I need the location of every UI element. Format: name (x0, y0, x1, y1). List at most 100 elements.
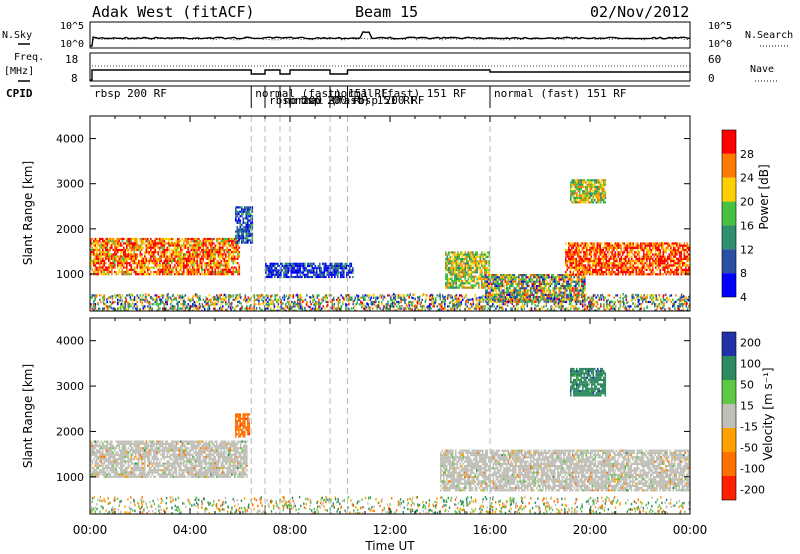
data-cell (183, 257, 185, 260)
data-cell (242, 221, 245, 224)
data-cell (166, 257, 169, 260)
data-cell (585, 181, 587, 184)
data-cell (239, 215, 242, 218)
data-cell (153, 240, 155, 243)
data-cell (622, 266, 624, 269)
data-cell (460, 280, 462, 283)
data-cell (157, 240, 160, 243)
data-cell (674, 271, 677, 274)
data-cell (195, 268, 197, 271)
data-cell (647, 244, 650, 247)
data-cell (467, 280, 470, 283)
data-cell (591, 194, 593, 197)
data-cell (449, 273, 452, 276)
data-cell (662, 249, 665, 252)
data-cell (583, 185, 586, 188)
data-cell (454, 262, 456, 265)
data-cell (124, 300, 127, 304)
data-cell (584, 251, 587, 254)
data-cell (628, 257, 630, 260)
data-cell (177, 273, 179, 276)
data-cell (498, 289, 501, 292)
data-cell (577, 251, 579, 254)
data-cell (213, 246, 215, 249)
data-cell (103, 244, 106, 247)
data-cell (602, 253, 605, 256)
data-cell (661, 262, 663, 265)
data-cell (156, 300, 158, 304)
radar-title: Adak West (fitACF) (92, 3, 255, 21)
data-cell (136, 296, 139, 299)
data-cell (518, 278, 520, 281)
data-cell (479, 253, 482, 256)
data-cell (478, 296, 481, 299)
data-cell (586, 196, 589, 199)
data-cell (91, 248, 94, 252)
data-cell (181, 244, 184, 247)
data-cell (460, 262, 462, 265)
data-cell (204, 244, 206, 247)
data-cell (452, 251, 455, 254)
data-cell (432, 296, 434, 299)
data-cell (135, 268, 137, 271)
data-cell (616, 268, 618, 271)
data-cell (530, 276, 532, 279)
data-cell (210, 259, 212, 263)
data-cell (94, 255, 97, 258)
data-cell (653, 246, 656, 249)
data-cell (522, 278, 525, 281)
data-cell (635, 242, 638, 245)
data-cell (579, 278, 582, 281)
data-cell (139, 262, 142, 265)
data-cell (683, 268, 686, 271)
data-cell (311, 269, 314, 272)
data-cell (613, 266, 615, 269)
data-cell (680, 257, 683, 260)
data-cell (601, 251, 603, 254)
data-cell (644, 246, 647, 249)
data-cell (527, 276, 529, 279)
data-cell (175, 268, 178, 271)
data-cell (607, 260, 609, 263)
data-cell (661, 266, 663, 269)
data-cell (168, 255, 170, 258)
data-cell (682, 273, 684, 276)
data-cell (683, 249, 686, 252)
data-cell (454, 273, 456, 276)
data-cell (498, 293, 501, 296)
data-cell (127, 257, 130, 260)
data-cell (485, 269, 488, 272)
data-cell (619, 271, 621, 274)
data-cell (156, 262, 158, 265)
data-cell (120, 303, 122, 306)
data-cell (190, 248, 193, 252)
data-cell (157, 303, 160, 306)
data-cell (579, 280, 582, 283)
data-cell (293, 269, 296, 272)
data-cell (589, 249, 591, 252)
data-cell (162, 240, 164, 243)
data-cell (521, 282, 523, 285)
data-cell (463, 284, 465, 287)
data-cell (598, 194, 601, 197)
data-cell (93, 294, 95, 297)
data-cell (464, 269, 467, 272)
data-cell (466, 266, 468, 269)
data-cell (144, 270, 146, 274)
data-cell (226, 237, 229, 241)
data-cell (571, 190, 574, 193)
data-cell (449, 277, 452, 280)
data-cell (566, 287, 568, 290)
data-cell (198, 296, 200, 299)
data-cell (476, 262, 479, 265)
data-cell (112, 266, 115, 269)
data-cell (208, 253, 211, 256)
data-cell (220, 262, 223, 265)
data-cell (153, 244, 155, 247)
data-cell (483, 305, 485, 308)
data-cell (298, 269, 300, 272)
data-cell (475, 282, 477, 285)
data-cell (688, 246, 690, 249)
data-cell (602, 273, 605, 276)
data-cell (178, 257, 181, 260)
